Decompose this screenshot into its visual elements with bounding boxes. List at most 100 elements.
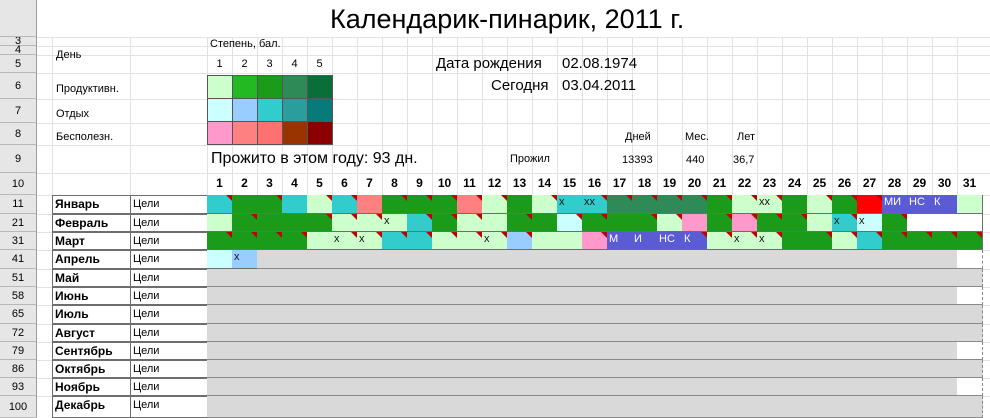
- calendar-day-cell[interactable]: [832, 396, 858, 418]
- calendar-day-cell[interactable]: [907, 324, 933, 342]
- calendar-day-cell[interactable]: [407, 250, 433, 269]
- calendar-day-cell[interactable]: [632, 250, 658, 269]
- calendar-day-cell[interactable]: [482, 214, 508, 232]
- calendar-day-cell[interactable]: х: [557, 195, 583, 214]
- goals-cell[interactable]: Цели: [130, 342, 208, 360]
- calendar-day-cell[interactable]: [682, 305, 708, 324]
- calendar-day-cell[interactable]: [857, 360, 883, 378]
- month-name[interactable]: Январь: [52, 195, 131, 214]
- today-value[interactable]: 03.04.2011: [562, 77, 636, 94]
- calendar-day-cell[interactable]: [532, 195, 558, 214]
- calendar-day-cell[interactable]: [257, 269, 283, 287]
- calendar-day-cell[interactable]: [482, 342, 508, 360]
- calendar-day-cell[interactable]: [232, 324, 258, 342]
- calendar-day-cell[interactable]: [407, 378, 433, 396]
- calendar-day-cell[interactable]: [582, 396, 608, 418]
- calendar-day-cell[interactable]: [507, 396, 533, 418]
- calendar-day-cell[interactable]: [232, 195, 258, 214]
- calendar-day-cell[interactable]: [732, 378, 758, 396]
- calendar-day-cell[interactable]: [332, 324, 358, 342]
- calendar-day-cell[interactable]: [457, 396, 483, 418]
- calendar-day-cell[interactable]: [607, 250, 633, 269]
- calendar-day-cell[interactable]: И: [632, 232, 658, 250]
- calendar-day-cell[interactable]: [457, 324, 483, 342]
- calendar-day-cell[interactable]: [782, 214, 808, 232]
- calendar-day-cell[interactable]: [557, 269, 583, 287]
- calendar-day-cell[interactable]: х: [857, 214, 883, 232]
- goals-cell[interactable]: Цели: [130, 250, 208, 269]
- calendar-day-cell[interactable]: [457, 195, 483, 214]
- goals-cell[interactable]: Цели: [130, 287, 208, 305]
- calendar-day-cell[interactable]: [257, 324, 283, 342]
- calendar-day-cell[interactable]: НС: [657, 232, 683, 250]
- calendar-day-cell[interactable]: [832, 250, 858, 269]
- calendar-day-cell[interactable]: [857, 269, 883, 287]
- calendar-day-cell[interactable]: [782, 324, 808, 342]
- calendar-day-cell[interactable]: [207, 195, 233, 214]
- calendar-day-cell[interactable]: [482, 195, 508, 214]
- calendar-day-cell[interactable]: [707, 324, 733, 342]
- calendar-day-cell[interactable]: [632, 214, 658, 232]
- birth-date-value[interactable]: 02.08.1974: [562, 55, 638, 72]
- goals-cell[interactable]: Цели: [130, 214, 208, 232]
- calendar-day-cell[interactable]: К: [682, 232, 708, 250]
- month-name[interactable]: Август: [52, 324, 131, 342]
- calendar-day-cell[interactable]: [907, 378, 933, 396]
- calendar-day-cell[interactable]: [707, 305, 733, 324]
- calendar-day-cell[interactable]: [457, 342, 483, 360]
- calendar-day-cell[interactable]: [557, 232, 583, 250]
- calendar-day-cell[interactable]: [532, 269, 558, 287]
- calendar-day-cell[interactable]: [232, 378, 258, 396]
- calendar-day-cell[interactable]: [782, 342, 808, 360]
- calendar-day-cell[interactable]: [657, 287, 683, 305]
- calendar-day-cell[interactable]: [432, 305, 458, 324]
- calendar-day-cell[interactable]: [507, 360, 533, 378]
- calendar-day-cell[interactable]: [907, 396, 933, 418]
- month-name[interactable]: Февраль: [52, 214, 131, 232]
- calendar-day-cell[interactable]: [632, 360, 658, 378]
- calendar-day-cell[interactable]: [957, 396, 983, 418]
- calendar-day-cell[interactable]: [707, 378, 733, 396]
- calendar-day-cell[interactable]: [832, 305, 858, 324]
- calendar-day-cell[interactable]: [807, 269, 833, 287]
- calendar-day-cell[interactable]: [457, 305, 483, 324]
- calendar-day-cell[interactable]: [932, 324, 958, 342]
- calendar-day-cell[interactable]: [332, 269, 358, 287]
- calendar-day-cell[interactable]: [607, 396, 633, 418]
- calendar-day-cell[interactable]: [757, 287, 783, 305]
- calendar-day-cell[interactable]: [507, 378, 533, 396]
- calendar-day-cell[interactable]: [807, 305, 833, 324]
- calendar-day-cell[interactable]: [207, 250, 233, 269]
- calendar-day-cell[interactable]: [307, 378, 333, 396]
- calendar-day-cell[interactable]: [332, 250, 358, 269]
- calendar-day-cell[interactable]: [607, 269, 633, 287]
- calendar-day-cell[interactable]: [307, 396, 333, 418]
- month-name[interactable]: Март: [52, 232, 131, 250]
- calendar-day-cell[interactable]: [532, 324, 558, 342]
- calendar-day-cell[interactable]: [857, 342, 883, 360]
- calendar-day-cell[interactable]: [832, 342, 858, 360]
- calendar-day-cell[interactable]: [957, 305, 983, 324]
- calendar-day-cell[interactable]: [757, 396, 783, 418]
- calendar-day-cell[interactable]: [407, 195, 433, 214]
- calendar-day-cell[interactable]: [582, 269, 608, 287]
- goals-cell[interactable]: Цели: [130, 305, 208, 324]
- calendar-day-cell[interactable]: [307, 287, 333, 305]
- calendar-day-cell[interactable]: [757, 360, 783, 378]
- calendar-day-cell[interactable]: [332, 305, 358, 324]
- calendar-day-cell[interactable]: [682, 214, 708, 232]
- calendar-day-cell[interactable]: [682, 195, 708, 214]
- calendar-day-cell[interactable]: [732, 396, 758, 418]
- calendar-day-cell[interactable]: [307, 250, 333, 269]
- calendar-day-cell[interactable]: хх: [757, 195, 783, 214]
- calendar-day-cell[interactable]: [407, 396, 433, 418]
- calendar-day-cell[interactable]: [757, 378, 783, 396]
- calendar-day-cell[interactable]: [732, 360, 758, 378]
- calendar-day-cell[interactable]: [807, 195, 833, 214]
- calendar-day-cell[interactable]: [582, 378, 608, 396]
- calendar-day-cell[interactable]: [582, 360, 608, 378]
- calendar-day-cell[interactable]: [257, 232, 283, 250]
- calendar-day-cell[interactable]: [857, 250, 883, 269]
- calendar-day-cell[interactable]: [957, 195, 983, 214]
